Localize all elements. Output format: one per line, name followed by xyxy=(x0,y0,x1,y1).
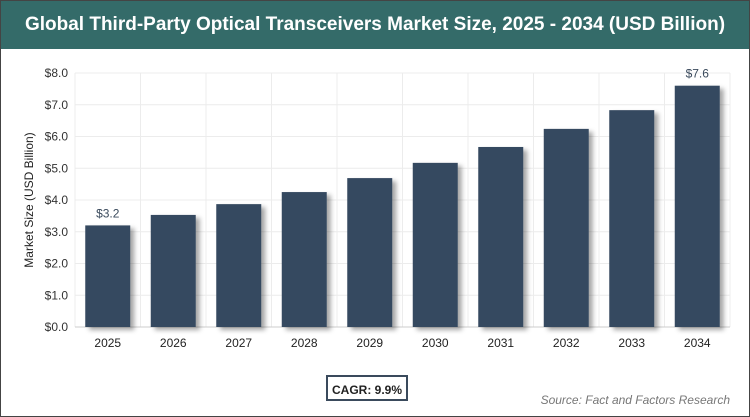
y-tick-label: $8.0 xyxy=(45,66,69,80)
source-note: Source: Fact and Factors Research xyxy=(540,393,730,407)
data-label-2034: $7.6 xyxy=(686,67,710,81)
x-tick-label: 2033 xyxy=(618,336,645,350)
bar-2032 xyxy=(543,128,589,327)
y-tick-label: $3.0 xyxy=(45,225,69,239)
chart-title: Global Third-Party Optical Transceivers … xyxy=(1,1,749,49)
bar-2031 xyxy=(478,146,524,327)
x-tick-label: 2029 xyxy=(356,336,383,350)
y-tick-label: $7.0 xyxy=(45,98,69,112)
y-tick-label: $5.0 xyxy=(45,161,69,175)
bar-2028 xyxy=(281,192,327,327)
bar-2026 xyxy=(150,214,196,327)
x-tick-label: 2032 xyxy=(553,336,580,350)
bar-2034 xyxy=(674,85,720,327)
bar-2029 xyxy=(347,178,393,327)
y-tick-label: $6.0 xyxy=(45,130,69,144)
x-tick-label: 2028 xyxy=(291,336,318,350)
x-tick-label: 2027 xyxy=(225,336,252,350)
x-tick-label: 2034 xyxy=(684,336,711,350)
data-label-2025: $3.2 xyxy=(96,206,120,220)
bar-2025 xyxy=(85,225,131,327)
x-tick-label: 2025 xyxy=(94,336,121,350)
x-tick-label: 2031 xyxy=(487,336,514,350)
x-tick-label: 2026 xyxy=(160,336,187,350)
y-tick-label: $0.0 xyxy=(45,320,69,334)
y-tick-label: $1.0 xyxy=(45,288,69,302)
bar-2030 xyxy=(412,162,458,327)
x-tick-label: 2030 xyxy=(422,336,449,350)
y-tick-label: $2.0 xyxy=(45,257,69,271)
y-axis-label: Market Size (USD Billion) xyxy=(22,132,36,267)
cagr-badge: CAGR: 9.9% xyxy=(326,375,408,401)
y-tick-label: $4.0 xyxy=(45,193,69,207)
bar-2033 xyxy=(609,110,655,328)
bar-2027 xyxy=(216,204,262,327)
